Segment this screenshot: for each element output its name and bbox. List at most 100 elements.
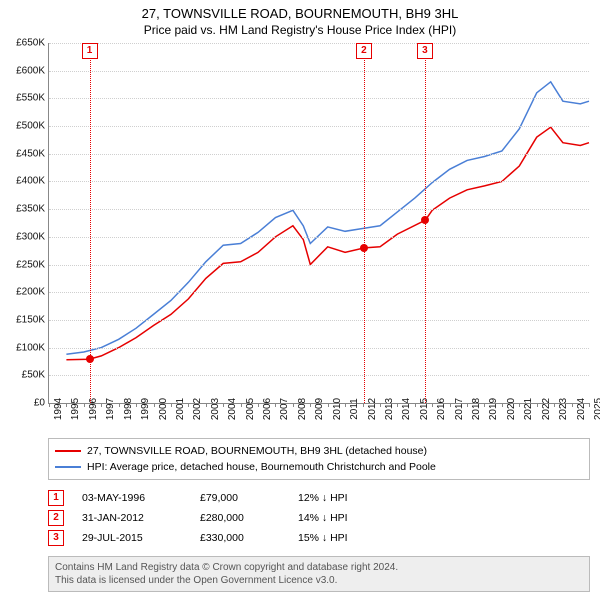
x-tick xyxy=(66,403,67,407)
series-line xyxy=(66,127,589,360)
legend-label: HPI: Average price, detached house, Bour… xyxy=(87,459,436,475)
sales-marker-box: 3 xyxy=(48,530,64,546)
marker-dot xyxy=(360,244,368,252)
marker-dot xyxy=(86,355,94,363)
x-tick xyxy=(293,403,294,407)
y-axis-label: £550K xyxy=(1,93,45,104)
marker-box: 1 xyxy=(82,43,98,59)
sales-delta: 14% ↓ HPI xyxy=(298,508,348,528)
sales-delta: 12% ↓ HPI xyxy=(298,488,348,508)
legend-swatch xyxy=(55,450,81,452)
legend-swatch xyxy=(55,466,81,468)
plot-area: £0£50K£100K£150K£200K£250K£300K£350K£400… xyxy=(48,43,589,404)
gridline-h xyxy=(49,209,589,210)
sales-table: 1 03-MAY-1996 £79,000 12% ↓ HPI 2 31-JAN-2012… xyxy=(48,488,590,548)
gridline-h xyxy=(49,320,589,321)
sales-date: 31-JAN-2012 xyxy=(82,508,182,528)
x-tick xyxy=(49,403,50,407)
x-tick xyxy=(119,403,120,407)
gridline-h xyxy=(49,181,589,182)
x-tick xyxy=(450,403,451,407)
gridline-h xyxy=(49,71,589,72)
x-tick xyxy=(572,403,573,407)
x-tick xyxy=(328,403,329,407)
gridline-h xyxy=(49,98,589,99)
y-axis-label: £0 xyxy=(1,398,45,409)
sales-date: 29-JUL-2015 xyxy=(82,528,182,548)
x-tick xyxy=(136,403,137,407)
gridline-h xyxy=(49,126,589,127)
sales-price: £330,000 xyxy=(200,528,280,548)
x-axis-label: 2025 xyxy=(593,398,600,420)
gridline-h xyxy=(49,348,589,349)
attribution-line-2: This data is licensed under the Open Gov… xyxy=(55,574,583,587)
x-tick xyxy=(84,403,85,407)
gridline-h xyxy=(49,237,589,238)
gridline-h xyxy=(49,43,589,44)
attribution-box: Contains HM Land Registry data © Crown c… xyxy=(48,556,590,592)
y-axis-label: £100K xyxy=(1,342,45,353)
y-axis-label: £450K xyxy=(1,148,45,159)
x-tick xyxy=(519,403,520,407)
x-tick xyxy=(241,403,242,407)
sales-date: 03-MAY-1996 xyxy=(82,488,182,508)
gridline-h xyxy=(49,375,589,376)
below-chart: 27, TOWNSVILLE ROAD, BOURNEMOUTH, BH9 3H… xyxy=(48,438,590,592)
legend-row: HPI: Average price, detached house, Bour… xyxy=(55,459,583,475)
x-tick xyxy=(432,403,433,407)
sales-delta: 15% ↓ HPI xyxy=(298,528,348,548)
chart-container: 27, TOWNSVILLE ROAD, BOURNEMOUTH, BH9 3H… xyxy=(0,6,600,592)
sales-marker-box: 1 xyxy=(48,490,64,506)
marker-box: 3 xyxy=(417,43,433,59)
chart-subtitle: Price paid vs. HM Land Registry's House … xyxy=(0,23,600,37)
sales-marker-box: 2 xyxy=(48,510,64,526)
gridline-h xyxy=(49,154,589,155)
x-tick xyxy=(484,403,485,407)
x-tick xyxy=(380,403,381,407)
series-svg xyxy=(49,43,589,403)
x-tick xyxy=(310,403,311,407)
x-tick xyxy=(537,403,538,407)
x-tick xyxy=(363,403,364,407)
series-line xyxy=(66,82,589,355)
x-tick xyxy=(171,403,172,407)
x-tick xyxy=(415,403,416,407)
x-tick xyxy=(345,403,346,407)
x-tick xyxy=(223,403,224,407)
marker-vline xyxy=(364,57,365,403)
sales-row: 1 03-MAY-1996 £79,000 12% ↓ HPI xyxy=(48,488,590,508)
legend-label: 27, TOWNSVILLE ROAD, BOURNEMOUTH, BH9 3H… xyxy=(87,443,427,459)
sales-row: 2 31-JAN-2012 £280,000 14% ↓ HPI xyxy=(48,508,590,528)
y-axis-label: £250K xyxy=(1,259,45,270)
legend-row: 27, TOWNSVILLE ROAD, BOURNEMOUTH, BH9 3H… xyxy=(55,443,583,459)
x-tick xyxy=(589,403,590,407)
x-tick xyxy=(154,403,155,407)
y-axis-label: £650K xyxy=(1,38,45,49)
y-axis-label: £350K xyxy=(1,204,45,215)
gridline-h xyxy=(49,292,589,293)
y-axis-label: £50K xyxy=(1,370,45,381)
x-tick xyxy=(206,403,207,407)
attribution-line-1: Contains HM Land Registry data © Crown c… xyxy=(55,561,583,574)
sales-price: £280,000 xyxy=(200,508,280,528)
gridline-h xyxy=(49,265,589,266)
x-tick xyxy=(258,403,259,407)
y-axis-label: £600K xyxy=(1,65,45,76)
marker-box: 2 xyxy=(356,43,372,59)
chart-title: 27, TOWNSVILLE ROAD, BOURNEMOUTH, BH9 3H… xyxy=(0,6,600,21)
y-axis-label: £400K xyxy=(1,176,45,187)
sales-row: 3 29-JUL-2015 £330,000 15% ↓ HPI xyxy=(48,528,590,548)
y-axis-label: £500K xyxy=(1,121,45,132)
legend-box: 27, TOWNSVILLE ROAD, BOURNEMOUTH, BH9 3H… xyxy=(48,438,590,480)
x-tick xyxy=(397,403,398,407)
marker-vline xyxy=(425,57,426,403)
x-tick xyxy=(467,403,468,407)
x-tick xyxy=(101,403,102,407)
y-axis-label: £300K xyxy=(1,231,45,242)
marker-vline xyxy=(90,57,91,403)
x-tick xyxy=(502,403,503,407)
x-tick xyxy=(554,403,555,407)
x-tick xyxy=(188,403,189,407)
sales-price: £79,000 xyxy=(200,488,280,508)
x-tick xyxy=(275,403,276,407)
